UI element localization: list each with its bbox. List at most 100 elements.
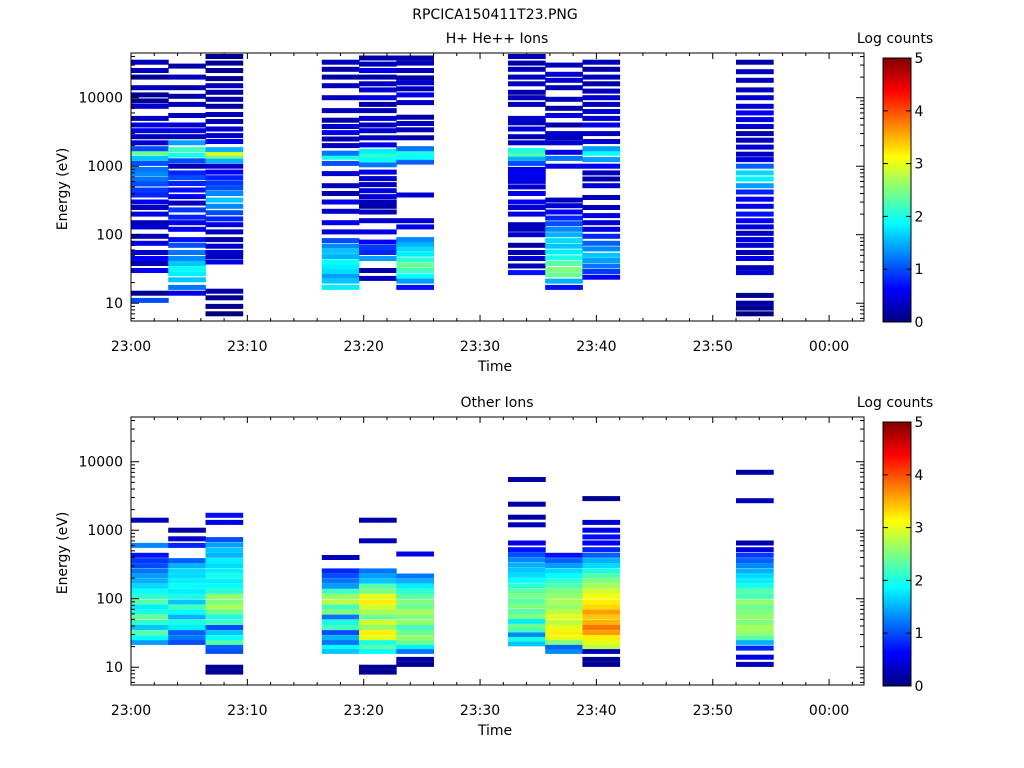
- heatmap-cell: [168, 284, 206, 290]
- heatmap-cell: [131, 176, 169, 182]
- heatmap-cell: [582, 648, 621, 654]
- heatmap-cell: [321, 639, 360, 645]
- heatmap-cell: [205, 669, 244, 675]
- heatmap-cell: [582, 150, 621, 156]
- heatmap-cell: [396, 257, 434, 263]
- heatmap-cell: [168, 101, 206, 107]
- heatmap-cell: [131, 250, 169, 255]
- heatmap-cell: [168, 175, 206, 181]
- heatmap-cell: [396, 648, 434, 654]
- heatmap-cell: [205, 163, 244, 169]
- heatmap-cell: [131, 150, 169, 156]
- heatmap-cell: [205, 76, 244, 82]
- heatmap-cell: [736, 635, 774, 641]
- heatmap-cell: [508, 632, 546, 637]
- heatmap-cell: [508, 588, 546, 594]
- heatmap-cell: [131, 187, 169, 193]
- heatmap-cell: [736, 583, 774, 589]
- heatmap-cell: [508, 140, 546, 146]
- heatmap-cell: [508, 501, 546, 507]
- heatmap-cell: [582, 599, 621, 605]
- heatmap-cell: [131, 614, 169, 620]
- heatmap-cell: [582, 195, 621, 200]
- heatmap-cell: [396, 100, 434, 106]
- heatmap-cell: [736, 211, 774, 217]
- heatmap-cell: [321, 644, 360, 650]
- heatmap-cell: [321, 243, 360, 249]
- heatmap-cell: [582, 609, 621, 615]
- heatmap-cell: [736, 124, 774, 129]
- heatmap-cell: [736, 256, 774, 261]
- heatmap-cell: [359, 218, 397, 224]
- heatmap-cell: [545, 135, 583, 141]
- heatmap-cell: [736, 87, 774, 93]
- x-axis-ticks: 23:00 23:10 23:20 23:30 23:40 23:50 00:00: [111, 417, 853, 719]
- heatmap-cell: [168, 170, 206, 176]
- heatmap-cell: [321, 83, 360, 89]
- heatmap-cell: [131, 74, 169, 80]
- heatmap-cell: [545, 232, 583, 238]
- heatmap-cell: [131, 240, 169, 246]
- heatmap-cell: [168, 630, 206, 636]
- heatmap-cell: [582, 519, 621, 525]
- heatmap-cell: [508, 120, 546, 126]
- heatmap-cell: [545, 604, 583, 610]
- heatmap-cell: [736, 305, 774, 311]
- heatmap-cell: [205, 625, 244, 630]
- heatmap-cell: [582, 183, 621, 189]
- heatmap-cell: [396, 237, 434, 243]
- heatmap-cell: [131, 630, 169, 636]
- colorbar-tick-label: 0: [915, 315, 924, 331]
- heatmap-cell: [545, 558, 583, 564]
- x-tick-label: 23:30: [460, 703, 500, 719]
- heatmap-cell: [508, 222, 546, 228]
- heatmap-cell: [131, 181, 169, 187]
- heatmap-cell: [545, 599, 583, 605]
- heatmap-cell: [582, 593, 621, 599]
- heatmap-cell: [131, 199, 169, 205]
- heatmap-cell: [168, 620, 206, 625]
- heatmap-cell: [545, 593, 583, 599]
- heatmap-cell: [582, 274, 621, 280]
- heatmap-cell: [508, 226, 546, 232]
- heatmap-cell: [582, 220, 621, 226]
- heatmap-cell: [582, 661, 621, 667]
- heatmap-cell: [205, 537, 244, 543]
- heatmap-cell: [205, 180, 244, 186]
- x-tick-label: 23:50: [693, 339, 733, 355]
- heatmap-cell: [508, 627, 546, 633]
- heatmap-cell: [321, 130, 360, 136]
- x-tick-label: 23:30: [460, 339, 500, 355]
- heatmap-cell: [508, 89, 546, 95]
- heatmap-cell: [321, 208, 360, 214]
- heatmap-cell: [321, 278, 360, 284]
- heatmap-cell: [736, 609, 774, 615]
- heatmap-cell: [582, 213, 621, 219]
- heatmap-cell: [396, 625, 434, 630]
- heatmap-cell: [359, 635, 397, 641]
- heatmap-cell: [545, 648, 583, 654]
- heatmap-cell: [508, 174, 546, 180]
- heatmap-cell: [321, 183, 360, 189]
- heatmap-cell: [205, 197, 244, 203]
- heatmap-cell: [168, 237, 206, 243]
- heatmap-cell: [736, 203, 774, 209]
- heatmap-cell: [205, 593, 244, 599]
- heatmap-cell: [396, 573, 434, 579]
- heatmap-cell: [359, 568, 397, 574]
- heatmap-cell: [205, 288, 244, 294]
- heatmap-cell: [582, 558, 621, 564]
- heatmap-cell: [736, 151, 774, 157]
- x-tick-label: 23:40: [576, 703, 616, 719]
- heatmap-cell: [736, 552, 774, 558]
- heatmap-cell: [508, 60, 546, 66]
- heatmap-cell: [205, 630, 244, 636]
- heatmap-cell: [321, 620, 360, 625]
- heatmap-cell: [321, 117, 360, 123]
- heatmap-cell: [582, 604, 621, 610]
- heatmap-cell: [582, 496, 621, 502]
- heatmap-cell: [321, 95, 360, 101]
- colorbar-tick-label: 4: [915, 104, 924, 120]
- heatmap-cell: [396, 135, 434, 141]
- heatmap-cell: [508, 562, 546, 568]
